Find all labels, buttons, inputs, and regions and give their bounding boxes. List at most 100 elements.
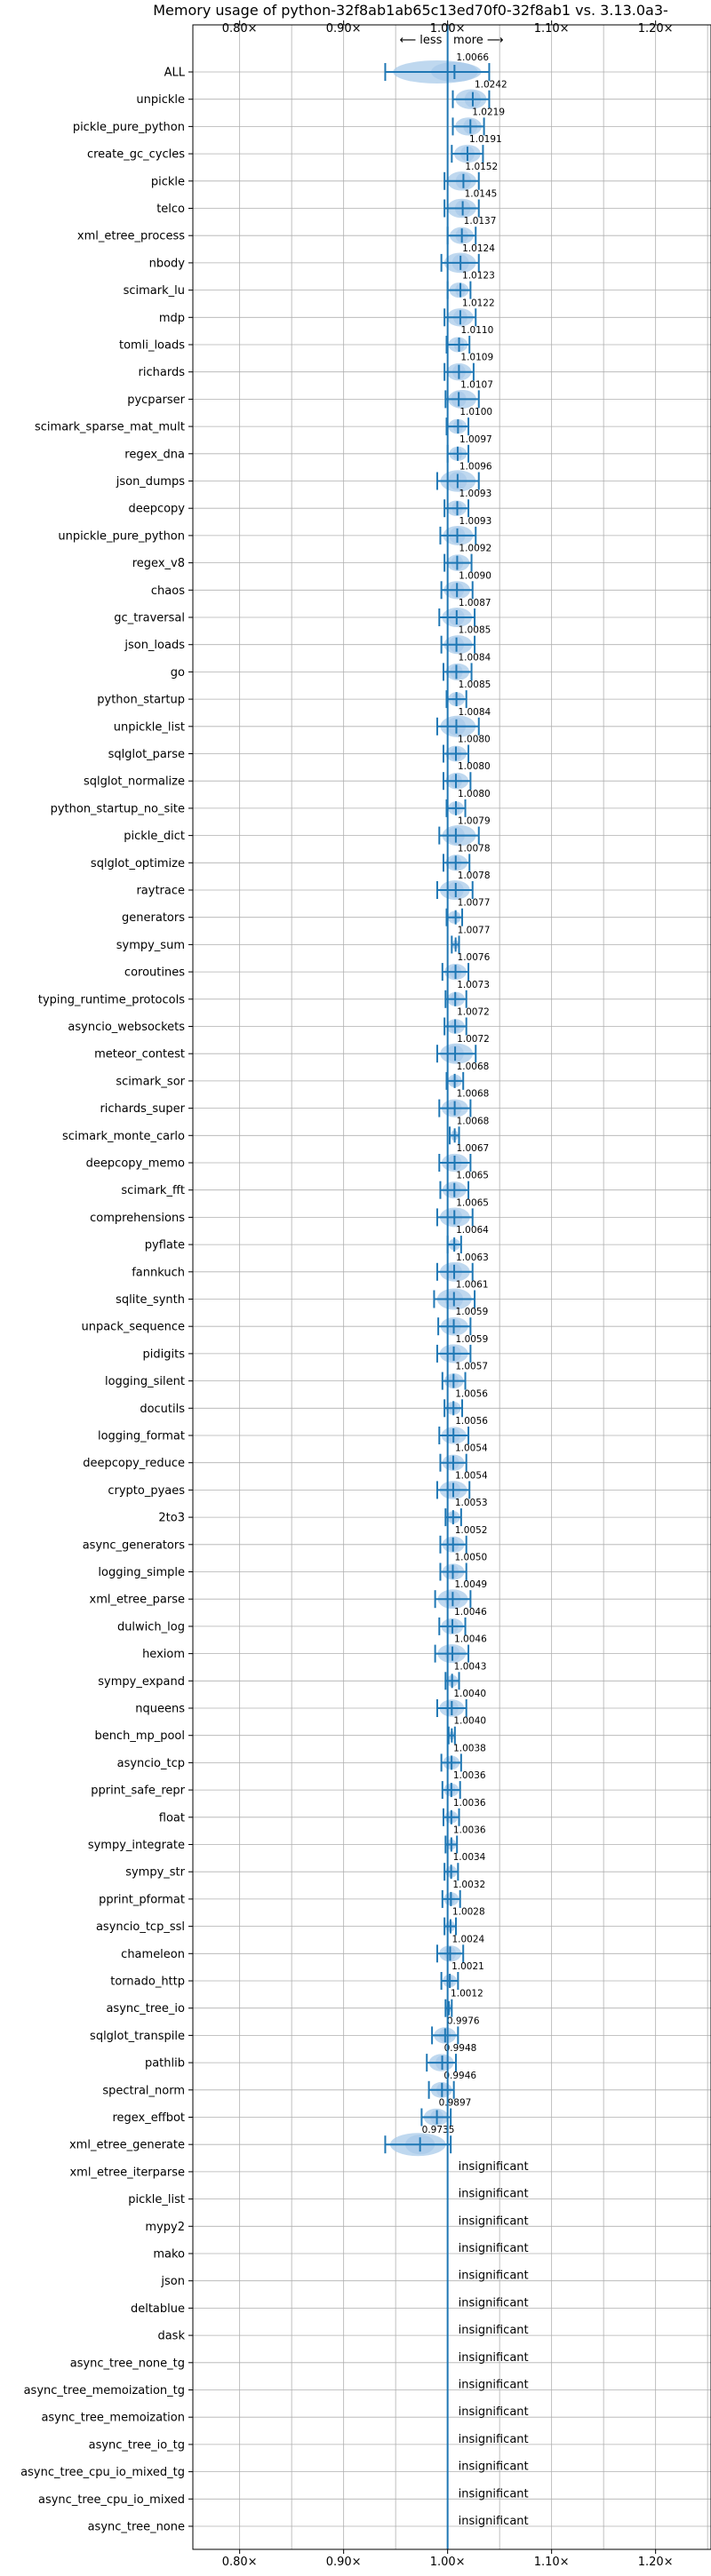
x-tick-label-bottom: 1.00×: [430, 2556, 466, 2569]
value-label: 1.0080: [458, 761, 491, 772]
benchmark-row-asyncio-tcp: asyncio_tcp 1.0038: [117, 1743, 711, 1772]
value-label: 1.0053: [455, 1498, 488, 1508]
benchmark-label: fannkuch: [132, 1266, 185, 1279]
benchmark-row-pidigits: pidigits 1.0059: [143, 1334, 711, 1364]
value-label: 1.0038: [453, 1743, 486, 1753]
value-label: 1.0036: [453, 1770, 486, 1781]
insignificant-label: insignificant: [459, 2515, 529, 2528]
benchmark-label: async_tree_cpu_io_mixed: [38, 2493, 185, 2507]
benchmark-label: dask: [157, 2330, 185, 2343]
benchmark-row-gc-traversal: gc_traversal 1.0087: [114, 598, 711, 627]
benchmark-label: sqlglot_parse: [108, 748, 185, 761]
benchmark-label: spectral_norm: [102, 2084, 185, 2097]
benchmark-row-sqlglot-normalize: sqlglot_normalize 1.0080: [84, 761, 711, 791]
benchmark-row-nqueens: nqueens 1.0040: [135, 1689, 711, 1717]
benchmark-label: telco: [156, 203, 185, 216]
benchmark-label: sqlite_synth: [116, 1293, 185, 1307]
benchmark-label: sympy_sum: [116, 939, 185, 952]
benchmark-row-chameleon: chameleon 1.0024: [121, 1934, 711, 1963]
insignificant-label: insignificant: [459, 2188, 529, 2201]
benchmark-label: hexiom: [142, 1648, 185, 1661]
benchmark-label: coroutines: [124, 966, 185, 980]
value-label: 1.0056: [455, 1388, 488, 1399]
value-label: 1.0068: [457, 1061, 490, 1072]
benchmark-row-meteor-contest: meteor_contest 1.0072: [94, 1034, 711, 1064]
benchmark-label: deepcopy: [128, 503, 185, 516]
benchmark-label: typing_runtime_protocols: [38, 993, 185, 1006]
value-label: 1.0059: [456, 1307, 489, 1317]
value-label: 1.0109: [460, 353, 493, 363]
benchmark-rows: ALL 1.0066 unpickle 1.0242 pickle_pure_pytho…: [20, 25, 711, 2549]
benchmark-row-scimark-sparse-mat-mult: scimark_sparse_mat_mult 1.0100: [35, 407, 711, 436]
benchmark-label: pyflate: [145, 1239, 185, 1252]
benchmark-row-unpickle-pure-python: unpickle_pure_python 1.0093: [58, 516, 711, 545]
value-label: 1.0054: [455, 1443, 488, 1454]
benchmark-row-dask: dask insignificant: [157, 2324, 711, 2343]
benchmark-row-deltablue: deltablue insignificant: [131, 2296, 711, 2316]
benchmark-label: mako: [153, 2248, 185, 2262]
value-label: 1.0078: [458, 871, 491, 881]
benchmark-label: pycparser: [127, 394, 185, 407]
value-label: 1.0080: [458, 789, 491, 799]
value-label: 1.0085: [459, 625, 491, 636]
benchmark-label: go: [171, 666, 185, 680]
x-tick-label-top: 0.80×: [222, 22, 258, 36]
benchmark-row-tomli-loads: tomli_loads 1.0110: [119, 325, 711, 354]
benchmark-label: async_tree_none_tg: [70, 2357, 185, 2370]
benchmark-row-scimark-lu: scimark_lu 1.0123: [124, 271, 711, 299]
value-label: 1.0093: [459, 516, 492, 527]
benchmark-row-scimark-sor: scimark_sor 1.0068: [116, 1061, 711, 1090]
benchmark-row-go: go 1.0084: [171, 652, 711, 681]
benchmark-label: pprint_pformat: [99, 1893, 185, 1906]
value-label: 1.0072: [457, 1034, 490, 1045]
benchmark-row-asyncio-tcp-ssl: asyncio_tcp_ssl 1.0028: [96, 1907, 711, 1936]
value-label: 1.0043: [454, 1661, 487, 1672]
benchmark-label: sympy_expand: [98, 1675, 185, 1689]
benchmark-label: logging_silent: [105, 1375, 185, 1388]
value-label: 1.0068: [457, 1116, 490, 1126]
benchmark-row-telco: telco 1.0145: [156, 189, 711, 219]
benchmark-row-all: ALL 1.0066: [164, 52, 711, 83]
benchmark-row-sqlglot-transpile: sqlglot_transpile 0.9976: [90, 2015, 711, 2045]
benchmark-label: ALL: [164, 67, 186, 80]
value-label: 1.0124: [462, 243, 495, 254]
benchmark-row-pprint-pformat: pprint_pformat 1.0032: [99, 1880, 711, 1908]
x-tick-label-bottom: 0.90×: [326, 2556, 362, 2569]
benchmark-row-async-tree-io-tg: async_tree_io_tg insignificant: [89, 2433, 711, 2452]
value-label: 1.0049: [454, 1579, 487, 1590]
benchmark-row-python-startup: python_startup 1.0085: [97, 680, 711, 709]
benchmark-label: unpickle_list: [114, 720, 185, 734]
value-label: 1.0068: [457, 1089, 490, 1100]
benchmark-row-logging-format: logging_format 1.0056: [98, 1416, 711, 1444]
value-label: 1.0040: [453, 1716, 486, 1727]
insignificant-label: insignificant: [459, 2487, 529, 2500]
benchmark-row-bench-mp-pool: bench_mp_pool 1.0040: [94, 1716, 711, 1745]
benchmark-label: xml_etree_parse: [90, 1594, 185, 1607]
benchmark-label: chaos: [151, 584, 185, 598]
x-tick-label-top: 0.90×: [326, 22, 362, 36]
benchmark-row-chaos: chaos 1.0090: [151, 570, 711, 600]
value-label: 1.0052: [455, 1525, 488, 1536]
value-label: 1.0036: [453, 1825, 486, 1836]
benchmark-label: chameleon: [121, 1948, 185, 1961]
benchmark-row-raytrace: raytrace 1.0078: [136, 871, 711, 900]
x-tick-label-top: 1.20×: [638, 22, 674, 36]
benchmark-row-deepcopy-reduce: deepcopy_reduce 1.0054: [83, 1443, 711, 1472]
benchmark-label: create_gc_cycles: [87, 148, 185, 162]
benchmark-label: sympy_integrate: [88, 1839, 185, 1852]
benchmark-row-pyflate: pyflate 1.0064: [145, 1225, 711, 1254]
benchmark-row-comprehensions: comprehensions 1.0065: [90, 1197, 711, 1228]
benchmark-row-logging-silent: logging_silent 1.0057: [105, 1362, 711, 1390]
insignificant-label: insignificant: [459, 2296, 529, 2310]
benchmark-row-async-tree-memoization: async_tree_memoization insignificant: [41, 2405, 711, 2425]
benchmark-label: async_generators: [83, 1538, 186, 1552]
benchmark-label: unpack_sequence: [81, 1321, 185, 1334]
benchmark-label: meteor_contest: [94, 1048, 185, 1061]
benchmark-row-async-tree-cpu-io-mixed-tg: async_tree_cpu_io_mixed_tg insignificant: [20, 2461, 711, 2479]
value-label: 1.0087: [459, 598, 491, 608]
benchmark-row-sqlglot-optimize: sqlglot_optimize 1.0078: [91, 843, 711, 872]
value-label: 1.0090: [459, 570, 491, 581]
benchmark-row-async-tree-none-tg: async_tree_none_tg insignificant: [70, 2351, 711, 2370]
chart-title: Memory usage of python-32f8ab1ab65c13ed7…: [153, 2, 668, 19]
value-label: 1.0100: [459, 407, 492, 417]
